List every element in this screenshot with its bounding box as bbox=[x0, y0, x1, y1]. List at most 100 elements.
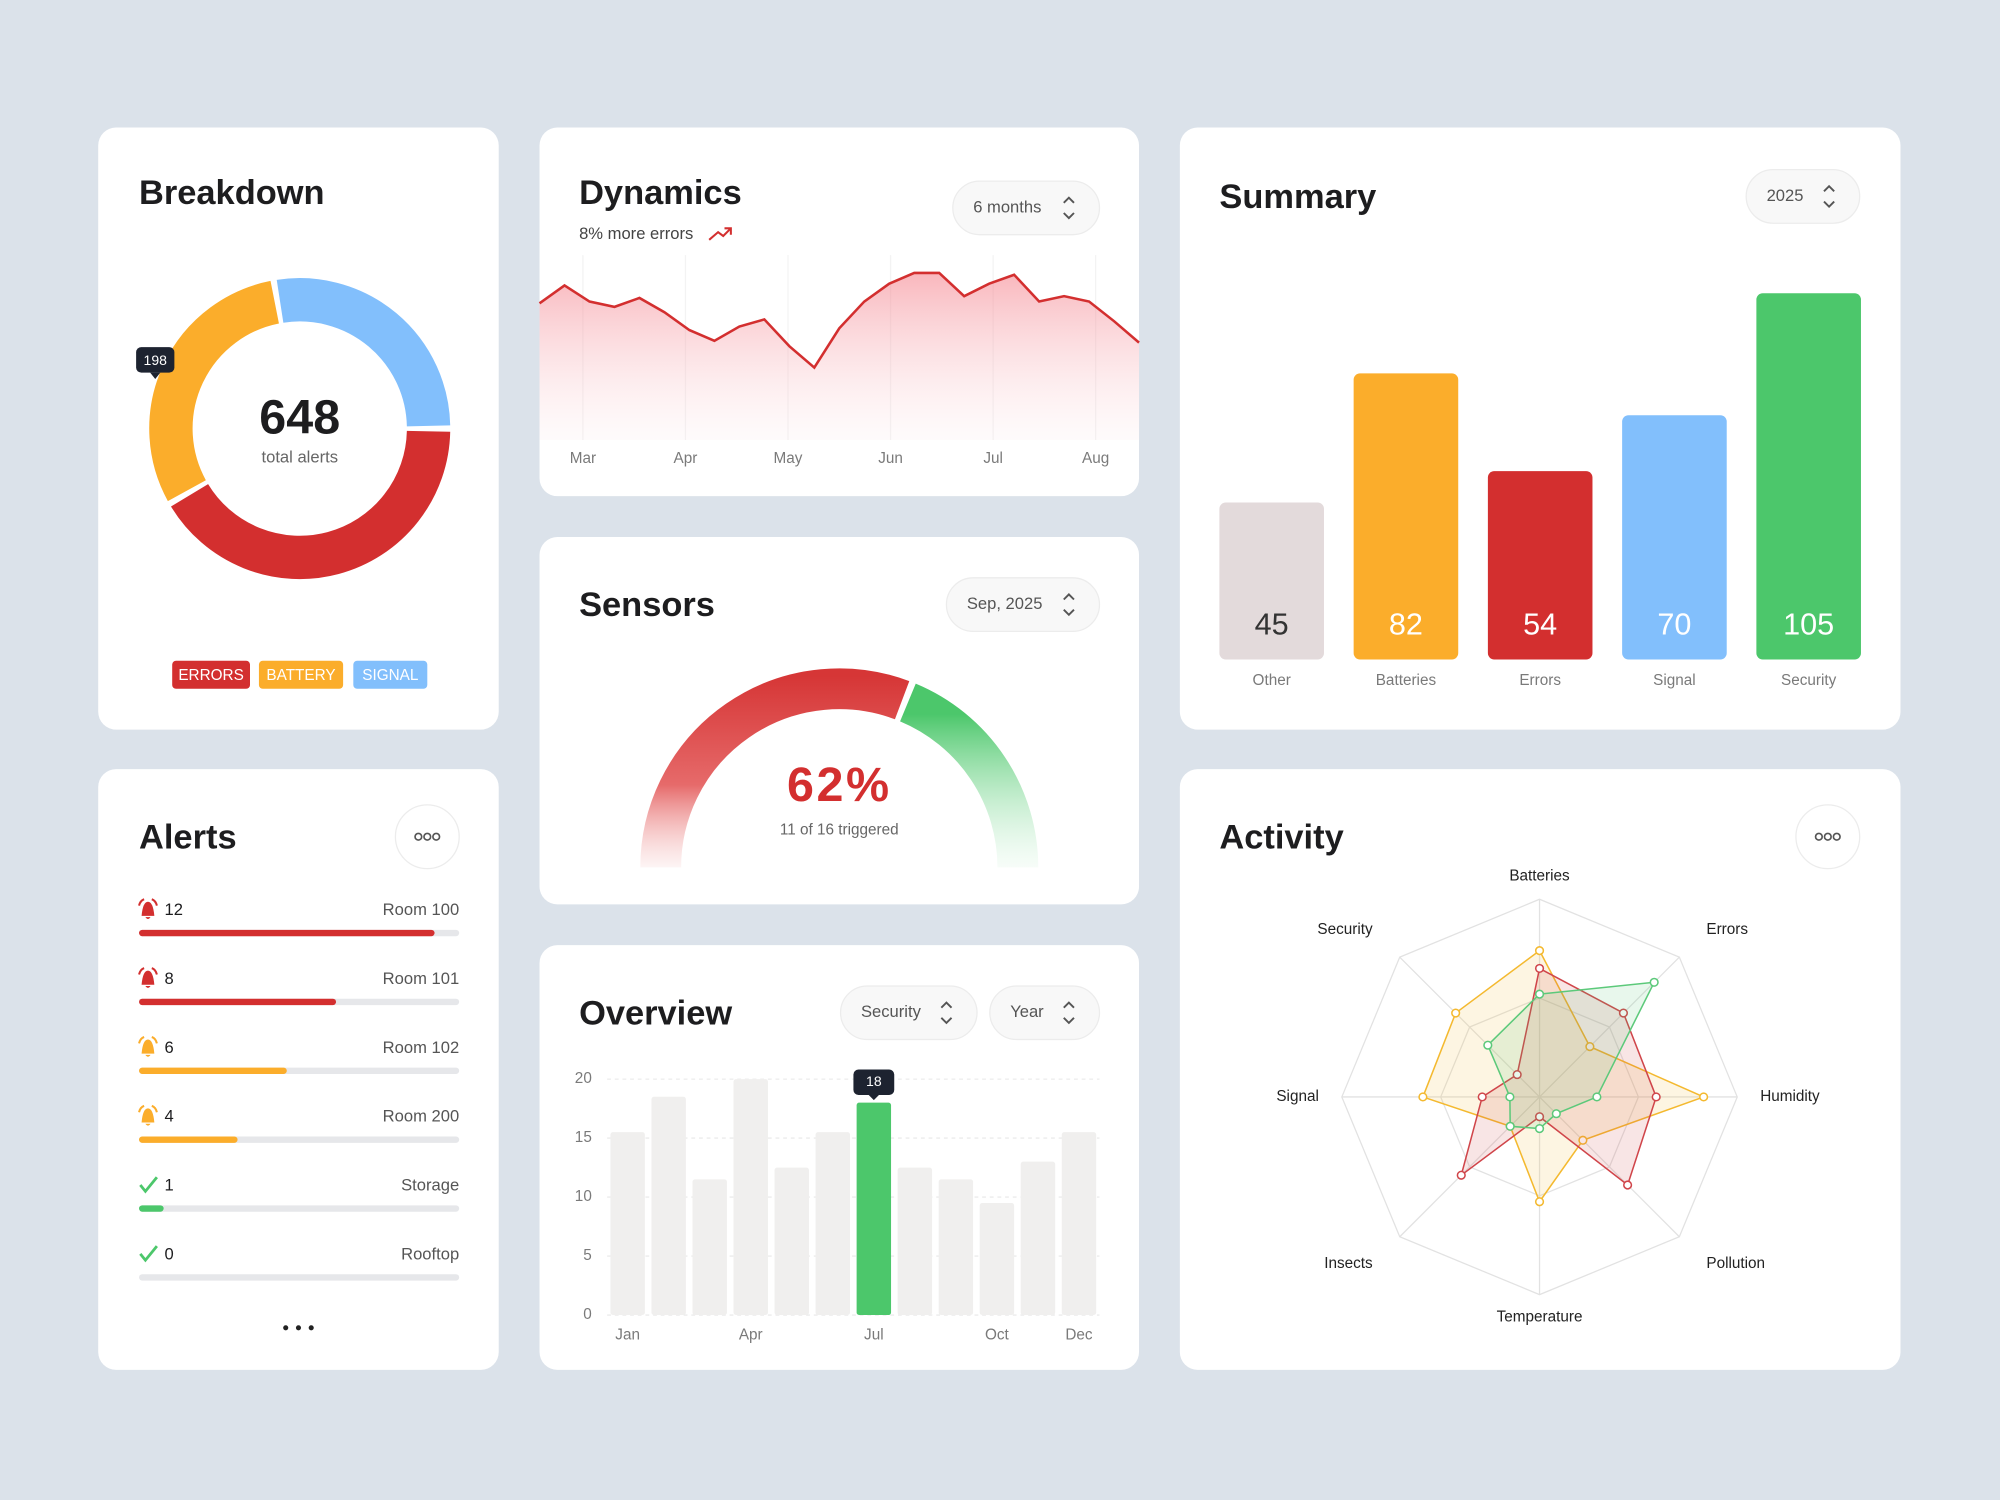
more-button[interactable] bbox=[1795, 804, 1861, 870]
radar-point bbox=[1451, 1008, 1461, 1018]
radar-point bbox=[1456, 1170, 1466, 1180]
check-icon bbox=[139, 1245, 158, 1263]
chevron bbox=[940, 1017, 953, 1025]
card-title: Activity bbox=[1219, 818, 1343, 856]
axis-label: Errors bbox=[1706, 921, 1748, 938]
axis-label: Security bbox=[1317, 921, 1373, 938]
card-title: Overview bbox=[579, 994, 732, 1032]
button-bg[interactable] bbox=[1795, 804, 1861, 870]
bell-icon bbox=[141, 1108, 155, 1126]
radar-point bbox=[1477, 1092, 1487, 1102]
axis-label: Batteries bbox=[1509, 867, 1570, 884]
chevron bbox=[940, 1001, 953, 1009]
value-label: 45 bbox=[1255, 607, 1289, 641]
chevron bbox=[1063, 1001, 1075, 1009]
bar bbox=[1020, 1161, 1056, 1316]
bar bbox=[856, 1102, 892, 1316]
dot bbox=[1823, 832, 1832, 841]
alert-count: 4 bbox=[165, 1107, 174, 1126]
more-rows[interactable] bbox=[283, 1325, 314, 1331]
chevron bbox=[1063, 212, 1075, 220]
x-tick-label: Other bbox=[1253, 672, 1291, 689]
chevron bbox=[1063, 196, 1075, 204]
alert-track bbox=[139, 1274, 460, 1281]
alert-room: Room 101 bbox=[383, 969, 460, 988]
radar-point bbox=[1649, 977, 1659, 987]
selector[interactable] bbox=[839, 985, 978, 1041]
radar-point bbox=[1534, 1112, 1545, 1122]
alert-count: 0 bbox=[165, 1244, 174, 1263]
x-tick-label: Jul bbox=[983, 450, 1003, 467]
y-tick-label: 20 bbox=[575, 1070, 592, 1087]
bar bbox=[1622, 415, 1727, 660]
button-bg[interactable] bbox=[394, 804, 460, 870]
card-title: Alerts bbox=[139, 818, 237, 856]
x-tick-label: Apr bbox=[739, 1327, 763, 1344]
card-title: Dynamics bbox=[579, 174, 742, 212]
radar-point bbox=[1534, 989, 1545, 999]
check-icon bbox=[139, 1176, 158, 1194]
selector[interactable] bbox=[1745, 169, 1861, 224]
gauge-caption: 11 of 16 triggered bbox=[780, 821, 899, 838]
bell-icon bbox=[141, 901, 155, 920]
card-title: Summary bbox=[1219, 178, 1376, 216]
radar-point bbox=[1534, 1123, 1545, 1134]
tooltip-label: 18 bbox=[866, 1073, 882, 1089]
axis-label: Pollution bbox=[1706, 1255, 1765, 1272]
bar bbox=[1353, 373, 1459, 660]
more-button[interactable] bbox=[394, 804, 460, 870]
x-tick-label: Dec bbox=[1065, 1327, 1093, 1344]
selector[interactable] bbox=[952, 180, 1101, 236]
chevron bbox=[1063, 1017, 1075, 1025]
bar bbox=[610, 1132, 645, 1316]
alert-bar bbox=[139, 929, 435, 937]
bar bbox=[733, 1079, 768, 1316]
bar bbox=[692, 1179, 727, 1316]
y-tick-label: 5 bbox=[583, 1247, 592, 1264]
x-tick-label: Mar bbox=[570, 450, 596, 467]
alert-track bbox=[139, 1205, 460, 1212]
radar-point bbox=[1551, 1109, 1561, 1119]
radar-point bbox=[1505, 1121, 1515, 1131]
selector[interactable] bbox=[945, 577, 1101, 633]
card bbox=[98, 127, 499, 730]
bar bbox=[1219, 502, 1324, 660]
radar-point bbox=[1651, 1092, 1661, 1102]
alert-count: 8 bbox=[165, 969, 174, 988]
x-tick-label: Jan bbox=[615, 1327, 640, 1344]
alert-room: Room 100 bbox=[383, 900, 460, 919]
radar-point bbox=[1534, 1197, 1545, 1207]
alert-bar bbox=[139, 1205, 164, 1212]
spoke bbox=[1539, 1096, 1680, 1238]
axis-label: Humidity bbox=[1760, 1088, 1820, 1105]
dot bbox=[1832, 832, 1841, 841]
dot bbox=[1814, 832, 1824, 841]
bar bbox=[651, 1096, 686, 1316]
x-tick-label: Errors bbox=[1519, 672, 1561, 689]
bell-ring bbox=[138, 898, 158, 906]
value-label: 70 bbox=[1657, 607, 1691, 641]
radar-point bbox=[1592, 1092, 1602, 1102]
selector-label: 2025 bbox=[1767, 186, 1804, 205]
radar-point bbox=[1512, 1069, 1522, 1080]
dot bbox=[414, 832, 423, 841]
x-tick-label: Signal bbox=[1653, 672, 1696, 689]
dot bbox=[432, 832, 441, 841]
alert-room: Storage bbox=[401, 1176, 459, 1195]
x-tick-label: Apr bbox=[674, 450, 698, 467]
x-tick-label: Aug bbox=[1082, 450, 1109, 467]
radar-point bbox=[1585, 1042, 1595, 1052]
trend-icon bbox=[724, 227, 732, 235]
donut-total: 648 bbox=[259, 391, 340, 445]
gauge-value: 62% bbox=[787, 758, 892, 812]
radar-point bbox=[1699, 1092, 1709, 1102]
selector[interactable] bbox=[989, 985, 1101, 1041]
donut-segment bbox=[276, 278, 451, 427]
donut-caption: total alerts bbox=[262, 447, 338, 466]
gauge-arc bbox=[640, 668, 910, 868]
legend-chip bbox=[258, 660, 344, 689]
radar-point bbox=[1618, 1008, 1629, 1018]
axis-label: Temperature bbox=[1497, 1309, 1583, 1326]
x-tick-label: Jun bbox=[878, 450, 903, 467]
selector-label: Year bbox=[1010, 1002, 1044, 1021]
